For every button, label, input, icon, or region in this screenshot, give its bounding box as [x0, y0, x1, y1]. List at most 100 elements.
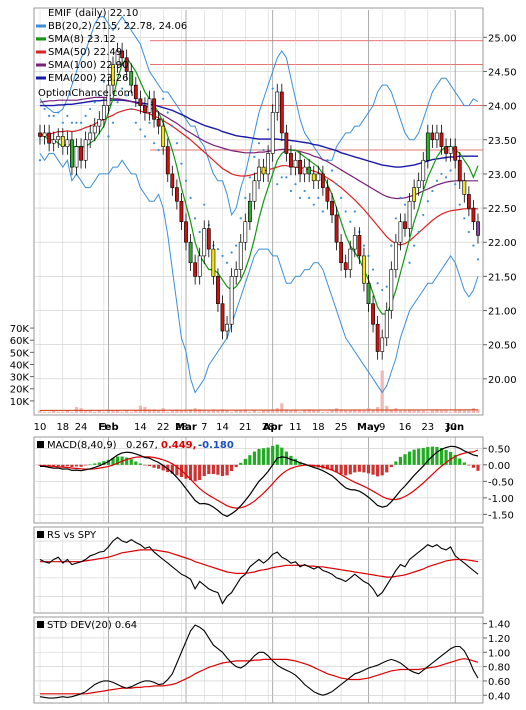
macd-tick-label: -1.00	[488, 494, 514, 505]
macd-histogram-bar	[344, 465, 347, 476]
rs-panel-frame	[34, 527, 483, 613]
candle-body	[403, 222, 406, 229]
psar-dot	[463, 217, 465, 219]
macd-histogram-bar	[84, 465, 87, 466]
candle-body	[467, 194, 470, 208]
psar-dot	[62, 122, 64, 124]
psar-dot	[85, 115, 87, 117]
macd-legend-swatch	[37, 441, 44, 448]
candle-body	[248, 201, 251, 221]
candle-body	[194, 263, 197, 277]
macd-histogram-bar	[257, 449, 260, 465]
macd-histogram-bar	[358, 465, 361, 472]
volume-bar	[38, 411, 41, 413]
psar-dot	[285, 176, 287, 178]
candle-body	[376, 324, 379, 351]
x-tick-label: 25	[335, 422, 348, 433]
x-tick-label: Apr	[263, 422, 283, 433]
legend-sma8: SMA(8) 23.12	[48, 34, 116, 45]
candle-body	[330, 201, 333, 215]
volume-bar	[43, 412, 46, 413]
candle-body	[203, 229, 206, 256]
candle-body	[267, 153, 270, 173]
psar-dot	[418, 231, 420, 233]
macd-histogram-bar	[216, 465, 219, 475]
candle-body	[70, 140, 73, 167]
price-tick-label: 20.00	[488, 375, 517, 386]
psar-dot	[335, 183, 337, 185]
volume-bar	[235, 411, 238, 413]
candle-body	[312, 174, 315, 181]
macd-histogram-bar	[225, 465, 228, 476]
macd-histogram-bar	[376, 465, 379, 477]
macd-histogram-bar	[280, 448, 283, 465]
psar-dot	[180, 163, 182, 165]
candle-body	[276, 92, 279, 112]
candle-body	[257, 167, 260, 181]
candle-body	[435, 133, 438, 140]
psar-dot	[185, 180, 187, 182]
candle-body	[166, 147, 169, 174]
psar-dot	[459, 204, 461, 206]
macd-histogram-bar	[467, 465, 470, 466]
psar-dot	[445, 176, 447, 178]
psar-dot	[367, 255, 369, 257]
candle-body	[353, 235, 356, 249]
stddev-tick-label: 0.60	[488, 677, 510, 688]
price-tick-label: 21.00	[488, 307, 517, 318]
psar-dot	[244, 197, 246, 199]
candle-body	[390, 270, 393, 311]
volume-bar	[280, 403, 283, 413]
candle-body	[285, 133, 288, 153]
psar-dot	[43, 108, 45, 110]
macd-histogram-bar	[408, 452, 411, 465]
macd-histogram-bar	[403, 454, 406, 465]
volume-bar	[57, 412, 60, 413]
candle-body	[93, 126, 96, 133]
psar-dot	[162, 98, 164, 100]
candle-body	[385, 311, 388, 338]
psar-dot	[144, 135, 146, 137]
volume-bar	[444, 411, 447, 413]
macd-histogram-bar	[207, 465, 210, 474]
psar-dot	[294, 183, 296, 185]
macd-histogram-bar	[340, 465, 343, 474]
x-tick-label: 10	[34, 422, 47, 433]
volume-bar	[294, 411, 297, 413]
volume-bar	[321, 412, 324, 413]
watermark: OptionChance.com	[38, 88, 133, 99]
macd-histogram-bar	[353, 465, 356, 473]
macd-signal-value: 0.449,	[161, 440, 196, 451]
candle-body	[321, 174, 324, 188]
macd-hist-value: -0.180	[198, 440, 234, 451]
volume-bar	[130, 412, 133, 413]
psar-dot	[107, 135, 109, 137]
x-tick-label: Jun	[445, 422, 464, 433]
psar-dot	[116, 101, 118, 103]
psar-dot	[340, 197, 342, 199]
psar-dot	[66, 115, 68, 117]
candle-body	[180, 201, 183, 221]
psar-dot	[48, 115, 50, 117]
price-tick-label: 24.50	[488, 67, 517, 78]
rs-legend-swatch	[37, 531, 44, 538]
macd-histogram-bar	[89, 464, 92, 465]
psar-dot	[308, 197, 310, 199]
candle-body	[48, 133, 51, 143]
psar-dot	[381, 289, 383, 291]
psar-dot	[139, 128, 141, 130]
psar-dot	[167, 111, 169, 113]
volume-bar	[111, 411, 114, 413]
macd-histogram-bar	[349, 465, 352, 475]
macd-tick-label: 0.50	[488, 444, 510, 455]
psar-dot	[267, 128, 269, 130]
candle-body	[440, 133, 443, 147]
macd-histogram-bar	[79, 465, 82, 467]
psar-dot	[281, 176, 283, 178]
volume-bar	[362, 411, 365, 413]
psar-dot	[372, 268, 374, 270]
candle-body	[66, 140, 69, 147]
macd-histogram-bar	[139, 463, 142, 464]
volume-bar	[467, 411, 470, 413]
stddev-legend: STD DEV(20) 0.64	[37, 620, 137, 631]
